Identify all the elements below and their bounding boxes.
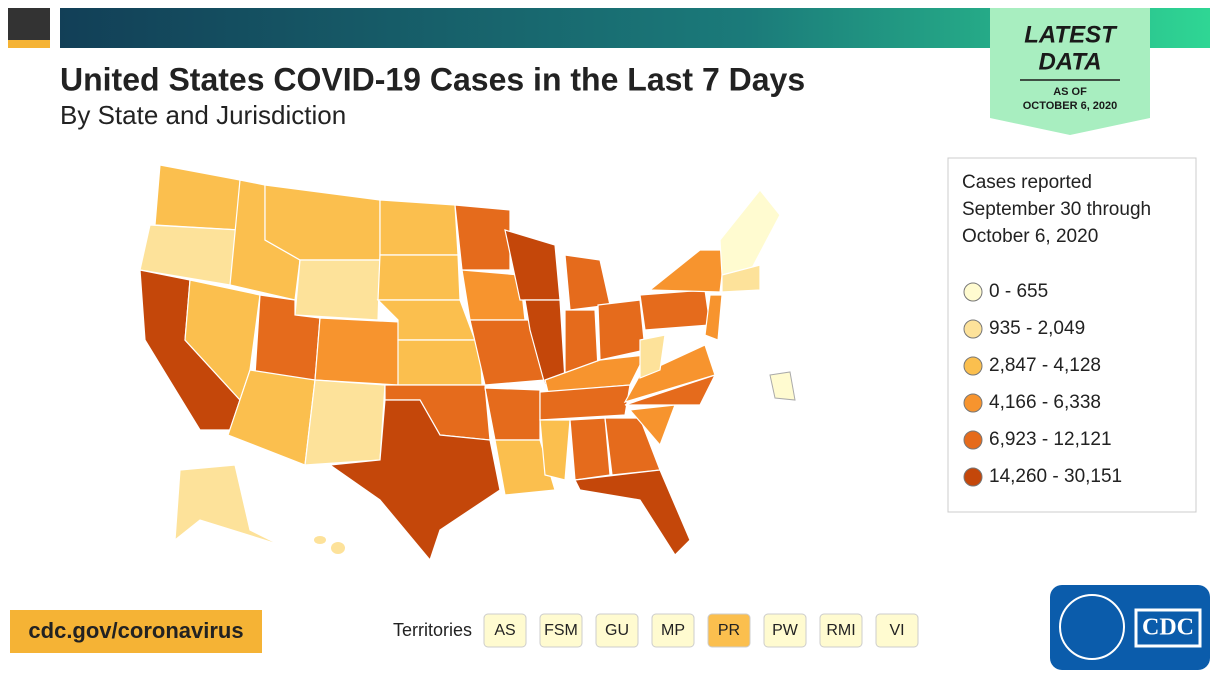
territories: AS FSM GU MP PR PW RMI VI bbox=[483, 613, 919, 648]
legend-label: 935 - 2,049 bbox=[989, 318, 1085, 339]
legend-label: 14,260 - 30,151 bbox=[989, 466, 1122, 487]
territory-box bbox=[707, 613, 751, 648]
state bbox=[721, 264, 761, 293]
territory-label: FSM bbox=[544, 622, 578, 639]
territory-box bbox=[819, 613, 863, 648]
state bbox=[379, 199, 459, 256]
corner-accent bbox=[8, 40, 50, 48]
territory-label: AS bbox=[494, 622, 515, 639]
legend-title: October 6, 2020 bbox=[962, 226, 1098, 247]
legend-label: 0 - 655 bbox=[989, 281, 1048, 302]
state bbox=[639, 289, 711, 331]
state bbox=[377, 254, 461, 301]
legend-title: September 30 through bbox=[962, 199, 1151, 220]
territory-label: MP bbox=[661, 622, 685, 639]
state bbox=[314, 317, 401, 386]
state bbox=[539, 419, 571, 481]
state bbox=[597, 299, 646, 361]
badge-line: OCTOBER 6, 2020 bbox=[1023, 100, 1118, 112]
legend-swatch bbox=[963, 467, 983, 487]
state bbox=[564, 254, 611, 311]
territories-label: Territories bbox=[393, 620, 472, 640]
state bbox=[304, 379, 386, 466]
legend-swatch bbox=[963, 430, 983, 450]
legend-box bbox=[947, 157, 1197, 513]
state bbox=[314, 536, 326, 544]
state bbox=[569, 417, 611, 481]
url: cdc.gov/coronavirus bbox=[28, 618, 243, 643]
legend-title: Cases reported bbox=[962, 172, 1092, 193]
title: United States COVID-19 Cases in the Last… bbox=[60, 61, 805, 97]
logo-text: CDC bbox=[1142, 615, 1194, 641]
state bbox=[704, 294, 723, 341]
state bbox=[454, 204, 511, 271]
territory-label: VI bbox=[889, 622, 904, 639]
state bbox=[624, 373, 717, 406]
legend-label: 2,847 - 4,128 bbox=[989, 355, 1101, 376]
territory-box bbox=[651, 613, 695, 648]
state bbox=[264, 184, 381, 261]
badge-line: DATA bbox=[1038, 48, 1101, 75]
url-box bbox=[10, 610, 262, 653]
badge bbox=[990, 8, 1150, 135]
legend-swatch bbox=[963, 356, 983, 376]
state bbox=[544, 354, 647, 393]
state bbox=[769, 371, 796, 401]
badge-line: LATEST bbox=[1024, 21, 1118, 48]
state bbox=[397, 339, 483, 386]
territory-label: RMI bbox=[826, 622, 855, 639]
legend-label: 6,923 - 12,121 bbox=[989, 429, 1112, 450]
badge-line: AS OF bbox=[1053, 86, 1087, 98]
territory-label: PR bbox=[718, 622, 740, 639]
state bbox=[574, 469, 691, 556]
state bbox=[494, 439, 556, 496]
legend-swatch bbox=[963, 319, 983, 339]
state bbox=[484, 387, 541, 441]
territory-label: GU bbox=[605, 622, 629, 639]
state bbox=[628, 404, 676, 447]
state bbox=[539, 384, 631, 421]
state bbox=[648, 249, 726, 293]
state bbox=[331, 542, 345, 554]
state bbox=[294, 259, 381, 321]
state bbox=[328, 399, 501, 562]
subtitle: By State and Jurisdiction bbox=[60, 100, 346, 130]
state bbox=[639, 334, 666, 379]
legend-swatch bbox=[963, 393, 983, 413]
state bbox=[174, 464, 281, 546]
territory-box bbox=[539, 613, 583, 648]
territory-label: PW bbox=[772, 622, 799, 639]
territory-box bbox=[595, 613, 639, 648]
territory-box bbox=[875, 613, 919, 648]
state bbox=[623, 344, 716, 403]
legend-swatch bbox=[963, 282, 983, 302]
state bbox=[719, 189, 781, 276]
legend: Cases reported September 30 through Octobe… bbox=[962, 172, 1151, 487]
logo-frame bbox=[1134, 608, 1202, 648]
state bbox=[154, 164, 241, 231]
territory-box bbox=[483, 613, 527, 648]
legend-label: 4,166 - 6,338 bbox=[989, 392, 1101, 413]
logo-seal bbox=[1059, 594, 1125, 660]
logo bbox=[1050, 585, 1210, 670]
territory-box bbox=[763, 613, 807, 648]
corner-block bbox=[8, 8, 50, 40]
map bbox=[139, 164, 796, 562]
